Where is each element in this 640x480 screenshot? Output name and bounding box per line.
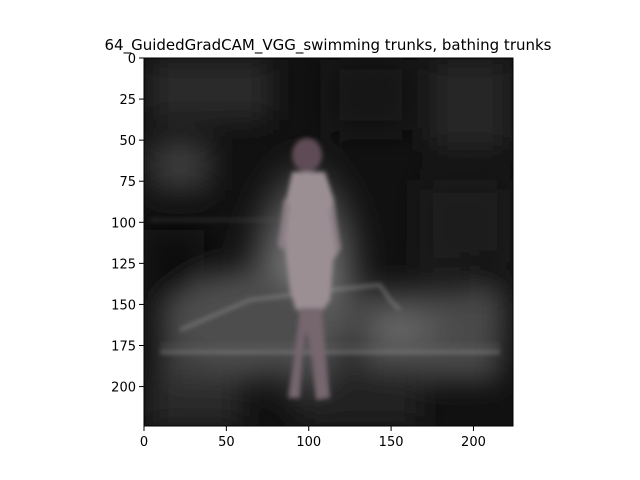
person-silhouette (278, 138, 341, 400)
x-tick-label: 150 (379, 435, 404, 450)
x-tick-label: 0 (140, 435, 148, 450)
y-axis: 0 25 50 75 100 125 150 175 200 (111, 52, 144, 396)
y-tick-label: 100 (111, 216, 136, 231)
x-tick-label: 50 (218, 435, 235, 450)
y-tick-label: 25 (119, 93, 136, 108)
x-axis: 0 50 100 150 200 (140, 426, 486, 450)
scene-structures (150, 219, 500, 354)
chart-title: 64_GuidedGradCAM_VGG_swimming trunks, ba… (104, 36, 551, 55)
y-tick-label: 200 (111, 381, 136, 396)
y-tick-label: 75 (119, 175, 136, 190)
y-tick-label: 150 (111, 298, 136, 313)
x-tick-label: 100 (296, 435, 321, 450)
axes-frame (143, 57, 514, 427)
heatmap-image (144, 58, 513, 426)
y-tick-label: 0 (128, 52, 136, 67)
y-tick-label: 175 (111, 340, 136, 355)
y-tick-label: 125 (111, 257, 136, 272)
y-tick-label: 50 (119, 134, 136, 149)
x-tick-label: 200 (461, 435, 486, 450)
